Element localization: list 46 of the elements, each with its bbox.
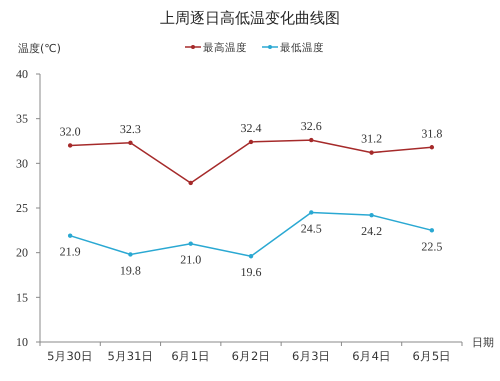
point <box>309 210 314 215</box>
data-label: 32.6 <box>300 119 322 134</box>
x-tick-label: 6月5日 <box>412 349 452 363</box>
y-tick-label: 40 <box>16 67 28 81</box>
y-tick-label: 20 <box>16 246 28 260</box>
x-tick-label: 6月3日 <box>292 349 331 363</box>
y-tick-label: 15 <box>16 290 28 304</box>
point <box>68 233 72 238</box>
data-label: 21.0 <box>180 252 202 267</box>
x-tick-label: 6月1日 <box>171 349 210 363</box>
data-label: 19.8 <box>120 263 141 278</box>
data-label: 32.0 <box>60 124 81 138</box>
x-tick-label: 5月30日 <box>47 349 94 363</box>
point <box>369 150 374 155</box>
y-axis-title: 温度(℃) <box>18 42 61 55</box>
x-tick-label: 5月31日 <box>107 349 154 363</box>
point <box>430 145 434 150</box>
chart-title: 上周逐日高低温变化曲线图 <box>160 9 340 27</box>
x-tick-label: 6月2日 <box>232 349 270 363</box>
data-label: 32.4 <box>240 120 262 135</box>
y-tick-label: 35 <box>16 112 28 126</box>
legend-label: 最高温度 <box>203 41 247 54</box>
point <box>430 228 434 233</box>
point <box>188 242 193 246</box>
data-label: 24.5 <box>300 221 322 236</box>
point <box>248 254 254 258</box>
y-tick-label: 30 <box>16 156 28 170</box>
data-label: 24.2 <box>361 224 382 238</box>
point <box>369 212 374 218</box>
legend-label: 最低温度 <box>280 41 324 54</box>
x-axis-title: 日期 <box>472 336 494 349</box>
data-label: 32.3 <box>120 122 141 136</box>
data-label: 19.6 <box>240 265 262 280</box>
point <box>188 180 193 186</box>
data-label: 31.2 <box>361 132 382 146</box>
y-tick-label: 25 <box>16 201 28 215</box>
x-tick-label: 6月4日 <box>352 349 391 363</box>
point <box>68 143 72 148</box>
point <box>128 252 133 257</box>
data-label: 31.8 <box>421 126 442 140</box>
y-tick-label: 10 <box>16 335 28 349</box>
point <box>248 140 254 144</box>
point <box>309 138 314 142</box>
data-label: 21.9 <box>60 244 81 259</box>
data-label: 22.5 <box>421 239 442 254</box>
point <box>128 140 133 145</box>
